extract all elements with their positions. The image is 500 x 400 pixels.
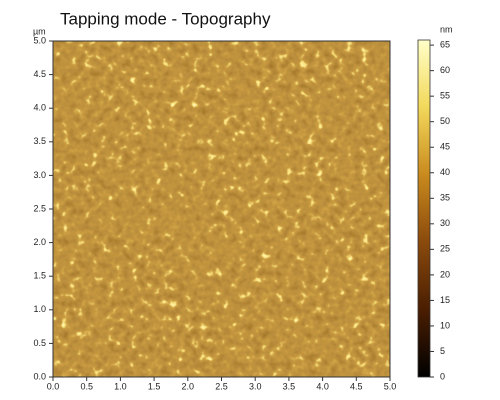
y-tick-label: 0.5 <box>33 338 46 348</box>
x-tick-label: 3.5 <box>283 381 296 391</box>
colorbar-tick-label: 35 <box>440 193 450 203</box>
colorbar-tick-label: 40 <box>440 167 450 177</box>
x-tick-label: 2.5 <box>215 381 228 391</box>
chart-title: Tapping mode - Topography <box>60 9 271 28</box>
colorbar-tick-label: 65 <box>440 39 450 49</box>
colorbar-tick-label: 60 <box>440 65 450 75</box>
x-tick-label: 0.0 <box>47 381 60 391</box>
colorbar-tick-label: 20 <box>440 269 450 279</box>
colorbar-unit: nm <box>440 24 453 34</box>
x-tick-label: 3.0 <box>249 381 262 391</box>
y-tick-label: 2.5 <box>33 203 46 213</box>
colorbar-tick-label: 25 <box>440 244 450 254</box>
x-tick-label: 5.0 <box>384 381 397 391</box>
y-tick-label: 1.0 <box>33 304 46 314</box>
colorbar-tick-label: 10 <box>440 320 450 330</box>
colorbar-tick-label: 0 <box>440 371 445 381</box>
y-tick-label: 5.0 <box>33 35 46 45</box>
y-tick-label: 2.0 <box>33 237 46 247</box>
y-tick-label: 0.0 <box>33 371 46 381</box>
y-tick-label: 3.5 <box>33 136 46 146</box>
y-tick-label: 1.5 <box>33 271 46 281</box>
x-tick-label: 2.0 <box>182 381 195 391</box>
colorbar-tick-label: 55 <box>440 91 450 101</box>
x-tick-label: 4.5 <box>350 381 363 391</box>
x-tick-label: 4.0 <box>316 381 329 391</box>
y-unit: µm <box>33 26 46 36</box>
colorbar-tick-label: 45 <box>440 142 450 152</box>
topography-image <box>53 41 390 377</box>
y-tick-label: 3.0 <box>33 170 46 180</box>
colorbar-tick-label: 30 <box>440 218 450 228</box>
colorbar <box>417 39 431 378</box>
colorbar-tick-label: 15 <box>440 295 450 305</box>
colorbar-tick-label: 50 <box>440 116 450 126</box>
x-tick-label: 1.5 <box>148 381 161 391</box>
y-tick-label: 4.0 <box>33 103 46 113</box>
x-tick-label: 1.0 <box>114 381 127 391</box>
x-tick-label: 0.5 <box>80 381 93 391</box>
y-tick-label: 4.5 <box>33 69 46 79</box>
colorbar-tick-label: 5 <box>440 346 445 356</box>
